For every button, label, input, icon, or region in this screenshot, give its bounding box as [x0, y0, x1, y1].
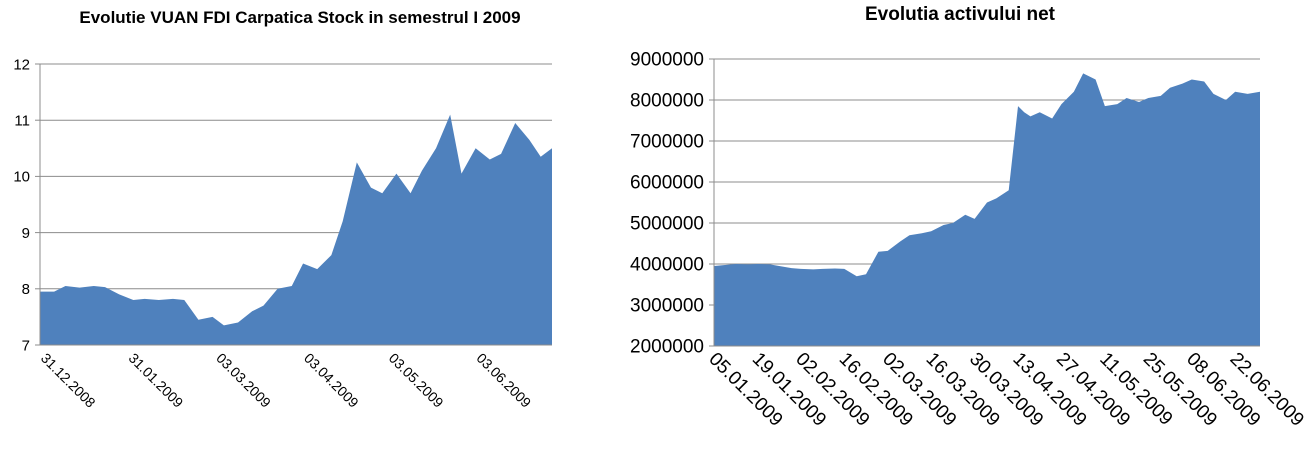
x-tick-label: 31.12.2008	[38, 350, 99, 411]
series-area	[40, 114, 552, 345]
y-tick-label: 8	[22, 281, 30, 298]
x-tick-label: 03.04.2009	[301, 350, 362, 411]
net-asset-chart-panel: Evolutia activului net 2000000 3000000 400…	[580, 0, 1308, 459]
y-tick-label: 4000000	[630, 255, 704, 276]
y-tick-label: 7000000	[630, 132, 704, 153]
y-tick-label: 10	[13, 169, 30, 186]
series-area	[714, 73, 1260, 346]
y-tick-label: 11	[14, 112, 30, 129]
y-tick-label: 12	[13, 56, 30, 73]
y-tick-label: 2000000	[630, 337, 704, 358]
x-tick-label: 03.06.2009	[474, 350, 535, 411]
y-tick-label: 9000000	[630, 50, 704, 71]
vuan-chart-title: Evolutie VUAN FDI Carpatica Stock in sem…	[79, 8, 521, 27]
vuan-chart-panel: Evolutie VUAN FDI Carpatica Stock in sem…	[0, 0, 580, 459]
y-tick-label: 8000000	[630, 91, 704, 112]
y-tick-label: 6000000	[630, 173, 704, 194]
x-tick-label: 31.01.2009	[126, 350, 187, 411]
net-asset-chart-title: Evolutia activului net	[864, 4, 1056, 25]
net-asset-area-chart: 2000000 3000000 4000000 5000000 6000000 70000…	[630, 50, 1308, 431]
y-tick-label: 7	[22, 337, 30, 354]
y-tick-label: 5000000	[630, 214, 704, 235]
y-tick-label: 9	[22, 225, 30, 242]
x-tick-label: 03.05.2009	[386, 350, 447, 411]
y-tick-label: 3000000	[630, 296, 704, 317]
vuan-area-chart: 7 8 9 10 11 12 31.12.2008 31.01.2009 03.03.2009 0…	[13, 56, 552, 411]
x-tick-label: 03.03.2009	[213, 350, 274, 411]
